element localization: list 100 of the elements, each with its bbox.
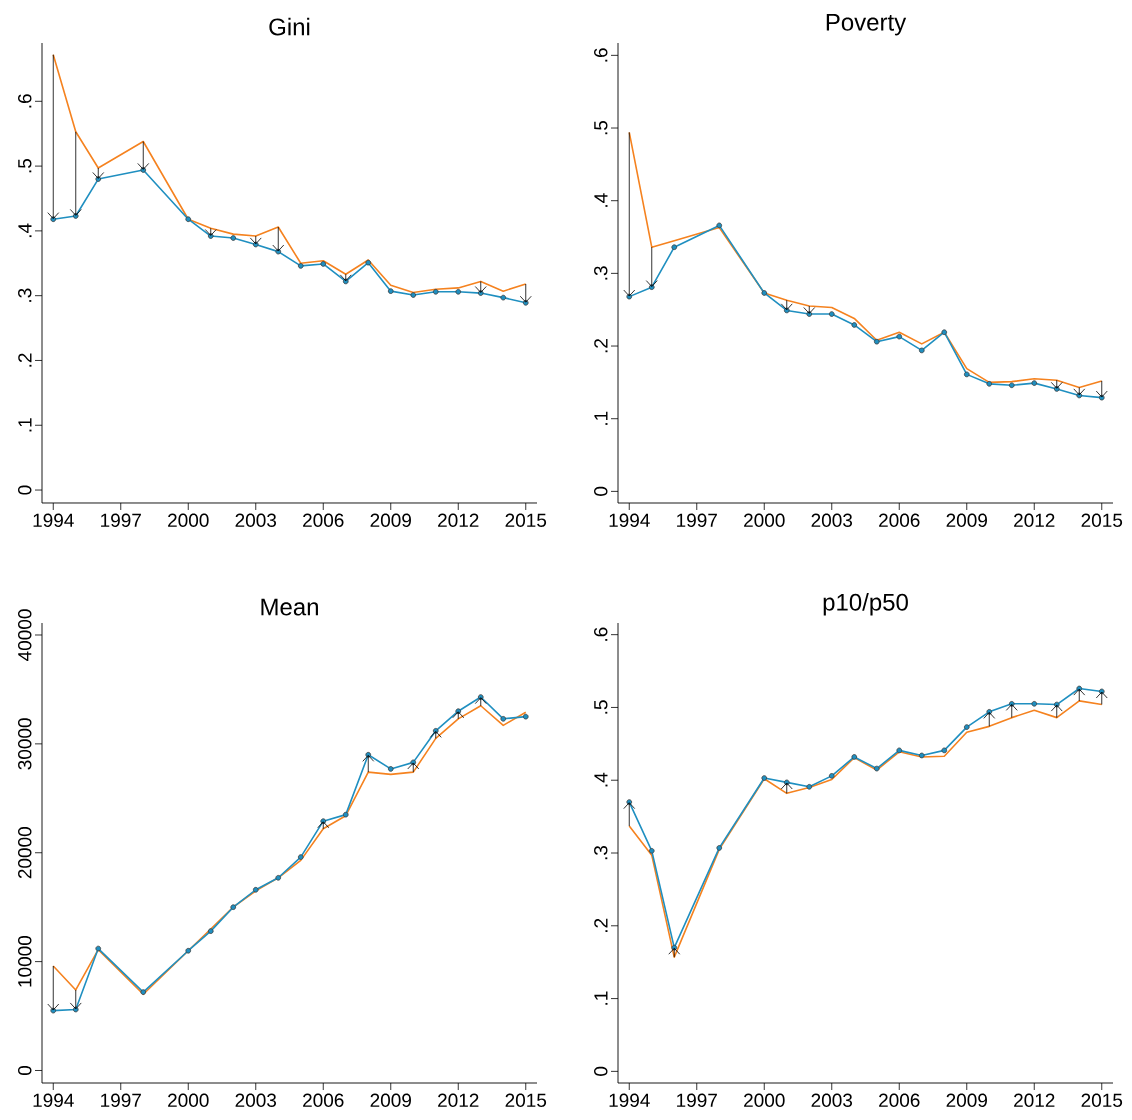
chart-title: Mean — [261, 598, 318, 616]
y-tick-label: 20000 — [18, 827, 32, 879]
point — [918, 347, 925, 354]
point — [365, 259, 372, 266]
y-tick-label: .2 — [594, 339, 608, 353]
point — [320, 261, 327, 267]
x-tick-label: 2000 — [744, 1093, 785, 1107]
x-tick-label: 2012 — [438, 513, 479, 527]
point — [648, 848, 655, 854]
x-tick-label: 2009 — [946, 513, 987, 527]
point — [873, 765, 880, 772]
point — [297, 854, 304, 860]
y-tick-label: .3 — [594, 266, 608, 280]
y-tick-label: .5 — [18, 158, 32, 173]
y-tick-label: .3 — [18, 288, 32, 302]
point — [432, 288, 439, 295]
point — [918, 752, 925, 759]
y-tick-label: .6 — [594, 48, 608, 62]
point — [671, 244, 678, 251]
x-tick-label: 2012 — [1014, 513, 1055, 527]
point — [1031, 701, 1038, 707]
point — [761, 775, 768, 781]
point — [500, 294, 507, 301]
x-tick-label: 2003 — [811, 1093, 853, 1107]
chart-title: Gini — [269, 17, 310, 36]
x-tick-label: 2015 — [505, 513, 547, 527]
x-tick-label: 2012 — [438, 1093, 479, 1107]
point — [761, 290, 768, 296]
point — [140, 989, 147, 995]
point — [410, 292, 417, 298]
x-tick-label: 2006 — [303, 513, 344, 527]
x-tick-label: 2015 — [505, 1093, 547, 1107]
x-tick-label: 2003 — [811, 513, 853, 527]
point — [207, 928, 214, 934]
x-tick-label: 2009 — [370, 1093, 411, 1107]
point — [275, 874, 282, 881]
chart-title: Poverty — [826, 13, 907, 36]
point — [230, 235, 237, 241]
y-tick-label: .4 — [594, 193, 608, 207]
x-tick-label: 1994 — [33, 513, 74, 527]
point — [828, 773, 835, 779]
y-tick-label: 0 — [594, 1066, 608, 1076]
x-tick-label: 2000 — [168, 513, 209, 527]
point — [1008, 382, 1015, 389]
x-tick-label: 2003 — [235, 1093, 277, 1107]
point — [185, 947, 192, 954]
x-tick-label: 1994 — [609, 1093, 650, 1107]
x-tick-label: 1997 — [677, 513, 717, 527]
y-tick-label: .5 — [594, 700, 608, 714]
x-tick-label: 2000 — [168, 1093, 209, 1107]
point — [297, 263, 304, 269]
point — [455, 288, 462, 295]
x-tick-label: 1997 — [101, 513, 141, 527]
point — [185, 216, 192, 223]
point — [716, 845, 723, 851]
y-tick-label: 40000 — [18, 609, 32, 661]
y-tick-label: .2 — [594, 918, 608, 932]
y-tick-label: .6 — [18, 94, 32, 108]
y-tick-label: .1 — [18, 418, 32, 432]
y-tick-label: .3 — [594, 845, 608, 860]
point — [986, 381, 993, 387]
point — [230, 904, 237, 910]
point — [716, 222, 723, 229]
point — [252, 886, 259, 893]
y-tick-label: 0 — [594, 486, 608, 496]
x-tick-label: 2003 — [235, 513, 277, 527]
x-tick-label: 1997 — [677, 1093, 717, 1107]
point — [873, 338, 880, 345]
point — [851, 322, 858, 328]
point — [1031, 380, 1038, 386]
point — [342, 811, 349, 818]
point — [941, 747, 948, 754]
y-tick-label: .2 — [18, 353, 32, 367]
point — [828, 311, 835, 317]
x-tick-label: 2000 — [744, 513, 785, 527]
point — [387, 766, 394, 772]
chart-title: p10/p50 — [823, 593, 908, 616]
x-tick-label: 2006 — [879, 1093, 920, 1107]
x-tick-label: 2006 — [303, 1093, 344, 1107]
x-tick-label: 2006 — [879, 513, 920, 527]
point — [806, 783, 813, 790]
x-tick-label: 2009 — [370, 513, 411, 527]
x-tick-label: 2009 — [946, 1093, 987, 1107]
point — [963, 371, 970, 378]
x-tick-label: 2015 — [1081, 513, 1123, 527]
y-tick-label: 0 — [18, 1065, 32, 1076]
x-tick-label: 1997 — [101, 1093, 141, 1107]
point — [522, 713, 529, 720]
point — [963, 724, 970, 730]
y-tick-label: 30000 — [18, 718, 32, 770]
y-tick-label: .1 — [594, 991, 608, 1005]
point — [387, 288, 394, 294]
point — [896, 747, 903, 754]
y-tick-label: 10000 — [18, 935, 32, 987]
point — [500, 716, 507, 722]
y-tick-label: .4 — [18, 223, 32, 238]
y-tick-label: .6 — [594, 627, 608, 641]
x-tick-label: 1994 — [33, 1093, 74, 1107]
point — [95, 945, 102, 952]
x-tick-label: 1994 — [609, 513, 650, 527]
